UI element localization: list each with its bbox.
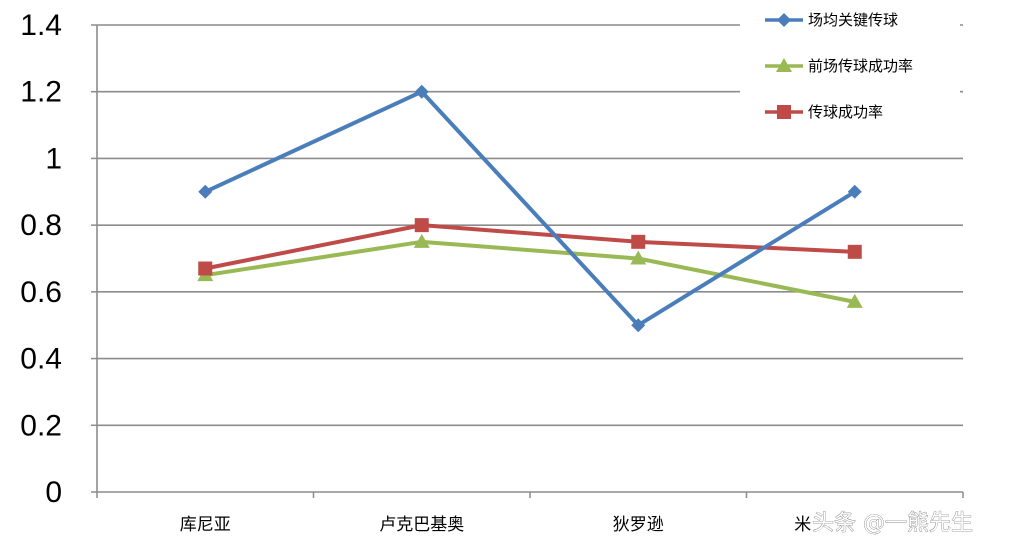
legend-item: 前场传球成功率 [765, 57, 913, 75]
gridlines [97, 24, 963, 427]
data-point [631, 234, 646, 249]
series-group [197, 84, 863, 333]
legend-marker [776, 58, 792, 72]
legend-item: 场均关键传球 [765, 11, 898, 29]
legend-label: 传球成功率 [808, 103, 883, 121]
series-line [204, 89, 856, 328]
data-point [414, 218, 429, 233]
series-1 [198, 84, 862, 333]
series-3 [198, 218, 862, 276]
series-line [204, 239, 856, 304]
axes [91, 24, 964, 498]
legend-label: 场均关键传球 [808, 11, 898, 29]
watermark: 头条 @一熊先生 [812, 511, 973, 536]
y-tick-label: 1.2 [20, 76, 62, 109]
data-point [630, 250, 647, 265]
y-tick-label: 0 [45, 476, 62, 509]
y-tick-label: 0.2 [20, 409, 62, 442]
x-tick-label: 库尼亚 [180, 515, 231, 535]
x-tick-label: 狄罗逊 [613, 515, 664, 535]
y-axis-ticks: 0 0.2 0.4 0.6 0.8 1 1.2 1.4 [20, 9, 62, 509]
y-tick-label: 0.4 [20, 343, 62, 376]
series-2 [197, 233, 863, 308]
x-tick-label: 卢克巴基奥 [379, 515, 464, 535]
data-point [846, 293, 863, 308]
legend-item: 传球成功率 [765, 103, 883, 121]
x-tick-label: 米 [794, 515, 811, 535]
data-point [198, 261, 213, 276]
data-point [847, 244, 862, 259]
data-point [413, 233, 430, 248]
y-tick-label: 0.8 [20, 209, 62, 242]
legend-marker [777, 105, 791, 119]
series-line [204, 223, 855, 271]
y-tick-label: 1.4 [20, 9, 62, 42]
y-tick-label: 0.6 [20, 276, 62, 309]
x-axis-ticks: 库尼亚 卢克巴基奥 狄罗逊 米 [180, 515, 812, 535]
data-point [847, 184, 862, 199]
data-point [414, 84, 429, 99]
legend-marker [777, 13, 791, 27]
y-tick-label: 1 [45, 142, 62, 175]
legend-label: 前场传球成功率 [808, 57, 913, 75]
data-point [198, 184, 213, 199]
data-point [631, 318, 646, 333]
